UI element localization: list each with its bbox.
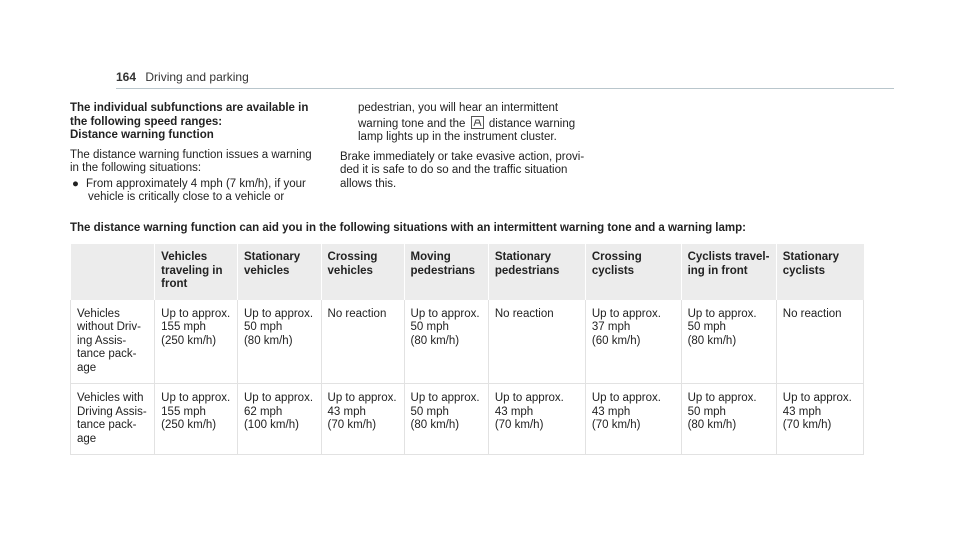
table-cell: Up to approx. 50 mph (80 km/h) [680, 383, 777, 455]
heading-line-2: the following speed ranges: [70, 115, 223, 128]
table-header-cell [69, 244, 155, 300]
table-cell: Up to approx. 155 mph (250 km/h) [154, 383, 238, 455]
table-cell: Up to approx. 50 mph (80 km/h) [236, 299, 322, 384]
table-caption: The distance warning function can aid yo… [70, 222, 746, 234]
table-cell: Up to approx. 50 mph (80 km/h) [403, 299, 489, 384]
page-number: 164 [116, 70, 137, 84]
bullet-text-cont: vehicle is critically close to a vehicle… [88, 191, 285, 203]
table-cell: No reaction [487, 299, 586, 384]
table-cell: Up to approx. 43 mph (70 km/h) [320, 383, 405, 455]
cont-line-1: pedestrian, you will hear an intermitten… [358, 102, 559, 114]
table-row: Vehicles with Driving Assis-tance pack-ag… [69, 383, 865, 455]
table-header-cell: Moving pedestrians [403, 244, 489, 300]
table-cell: No reaction [320, 299, 405, 384]
bullet-icon: ● [72, 177, 79, 190]
table-header-cell: Stationary cyclists [775, 244, 864, 300]
table-cell: Up to approx. 50 mph (80 km/h) [403, 383, 489, 455]
table-cell: Up to approx. 155 mph (250 km/h) [154, 299, 238, 384]
speed-ranges-table: Vehicles traveling in front Stationary vehic… [69, 244, 865, 455]
right-column: pedestrian, you will hear an intermitten… [340, 102, 602, 191]
cont-line-2a: warning tone and the [358, 117, 466, 130]
table-row: Vehicles without Driv-ing Assis-tance pac… [69, 299, 865, 384]
cont-line-2: warning tone and the distance warning [340, 115, 602, 132]
subheading: Distance warning function [70, 129, 214, 141]
header-divider [116, 88, 894, 89]
table-header-cell: Stationary vehicles [236, 244, 322, 300]
brake-line-1: Brake immediately or take evasive action… [340, 150, 585, 163]
intro-line-1: The distance warning function issues a w… [70, 148, 312, 161]
table-header-cell: Cyclists travel-ing in front [680, 244, 777, 300]
bullet-text: From approximately 4 mph (7 km/h), if yo… [86, 177, 306, 190]
cont-line-3: lamp lights up in the instrument cluster… [358, 131, 557, 143]
table-header-cell: Stationary pedestrians [487, 244, 586, 300]
table-cell: Up to approx. 43 mph (70 km/h) [487, 383, 586, 455]
row-label-cell: Vehicles without Driv-ing Assis-tance pac… [69, 299, 155, 384]
table-body: Vehicles without Driv-ing Assis-tance pac… [69, 299, 865, 455]
section-title: Driving and parking [145, 70, 249, 84]
table-header-cell: Vehicles traveling in front [154, 244, 238, 300]
table-cell: Up to approx. 43 mph (70 km/h) [584, 383, 682, 455]
table-cell: Up to approx. 37 mph (60 km/h) [584, 299, 682, 384]
table-header-row: Vehicles traveling in front Stationary vehic… [69, 244, 864, 300]
left-column: The individual subfunctions are availabl… [70, 102, 322, 205]
bullet-item: ● From approximately 4 mph (7 km/h), if … [70, 178, 322, 192]
table-header-cell: Crossing cyclists [584, 244, 682, 300]
row-label-cell: Vehicles with Driving Assis-tance pack-ag… [69, 383, 155, 455]
table-cell: No reaction [775, 299, 865, 384]
table-cell: Up to approx. 62 mph (100 km/h) [236, 383, 322, 455]
table-cell: Up to approx. 50 mph (80 km/h) [680, 299, 777, 384]
brake-line-2: ded it is safe to do so and the traffic … [340, 164, 568, 176]
distance-warning-lamp-icon [470, 115, 484, 129]
intro-line-2: in the following situations: [70, 162, 202, 174]
heading-line-1: The individual subfunctions are availabl… [70, 102, 309, 114]
cont-line-2b: distance warning [488, 117, 576, 130]
table-cell: Up to approx. 43 mph (70 km/h) [775, 383, 865, 455]
page-header: 164 Driving and parking [116, 70, 249, 84]
table-header-cell: Crossing vehicles [320, 244, 405, 300]
brake-line-3: allows this. [340, 177, 397, 190]
